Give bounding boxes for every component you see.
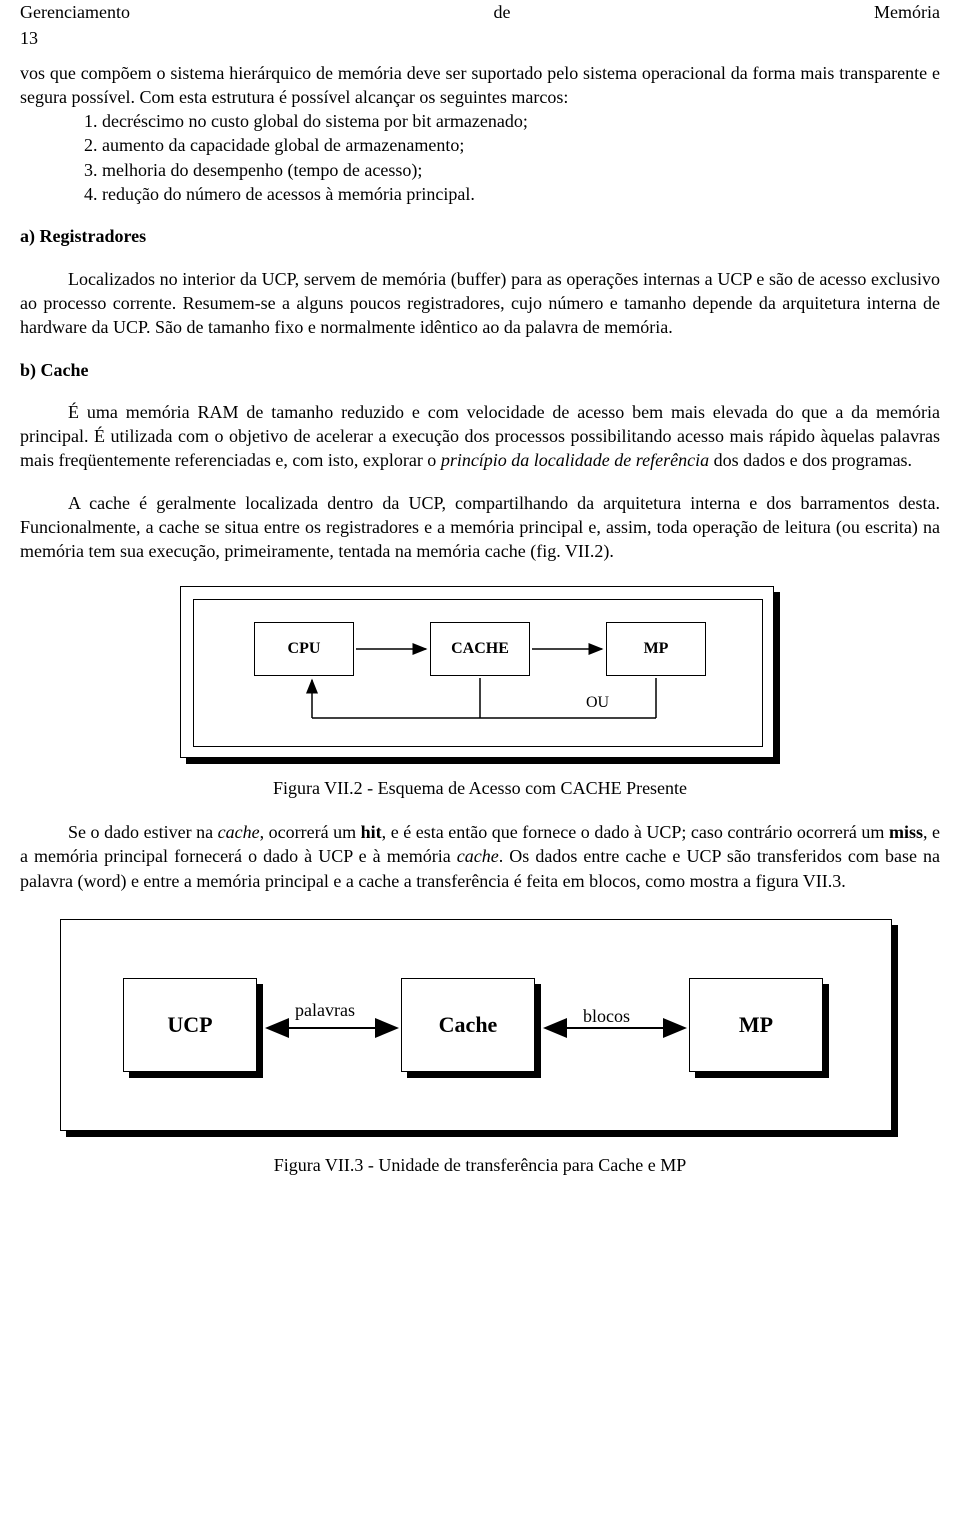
text-run: dos dados e dos programas. <box>709 450 912 470</box>
section-b-paragraph-2: A cache é geralmente localizada dentro d… <box>20 491 940 564</box>
figure-vii-3-caption: Figura VII.3 - Unidade de transferência … <box>20 1153 940 1177</box>
header-mid: de <box>493 0 510 24</box>
header-left: Gerenciamento <box>20 0 130 24</box>
section-b-paragraph-1: É uma memória RAM de tamanho reduzido e … <box>20 400 940 473</box>
page-header: Gerenciamento de Memória <box>20 0 940 24</box>
figure-arrows <box>194 600 764 748</box>
list-item: 4. redução do número de acessos à memóri… <box>84 182 940 206</box>
emphasis: cache <box>457 846 499 866</box>
figure-inner-panel: CPU CACHE MP OU <box>193 599 763 747</box>
section-a-paragraph: Localizados no interior da UCP, servem d… <box>20 267 940 340</box>
figure-panel: CPU CACHE MP OU <box>180 586 774 758</box>
section-a-heading: a) Registradores <box>20 224 940 248</box>
list-item: 1. decréscimo no custo global do sistema… <box>84 109 940 133</box>
bold-miss: miss <box>889 822 923 842</box>
marcos-list: 1. decréscimo no custo global do sistema… <box>20 109 940 206</box>
intro-paragraph: vos que compõem o sistema hierárquico de… <box>20 61 940 110</box>
text-run: , ocorrerá um <box>260 822 361 842</box>
list-item: 3. melhoria do desempenho (tempo de aces… <box>84 158 940 182</box>
list-item: 2. aumento da capacidade global de armaz… <box>84 133 940 157</box>
after-fig2-paragraph: Se o dado estiver na cache, ocorrerá um … <box>20 820 940 893</box>
bold-hit: hit <box>361 822 382 842</box>
emphasis: princípio da localidade de referência <box>441 450 709 470</box>
figure-vii-2: CPU CACHE MP OU <box>20 586 940 766</box>
figure-panel: UCP Cache MP palavras blocos <box>60 919 892 1131</box>
text-run: Se o dado estiver na <box>68 822 218 842</box>
text-run: , e é esta então que fornece o dado à UC… <box>382 822 889 842</box>
page-number: 13 <box>20 26 940 50</box>
figure-vii-3: UCP Cache MP palavras blocos <box>20 919 940 1139</box>
figure-arrows <box>61 920 893 1132</box>
figure-vii-2-caption: Figura VII.2 - Esquema de Acesso com CAC… <box>20 776 940 800</box>
emphasis: cache <box>218 822 260 842</box>
section-b-heading: b) Cache <box>20 358 940 382</box>
header-right: Memória <box>874 0 940 24</box>
